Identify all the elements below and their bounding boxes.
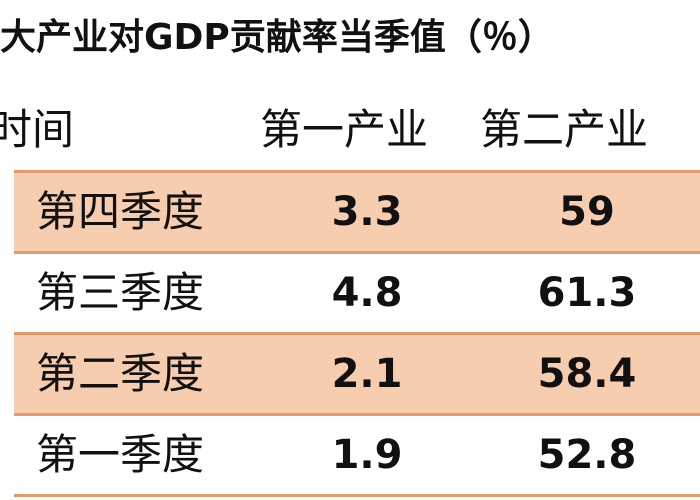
row-label: 第四季度 [36, 187, 205, 236]
cell-primary: 2.1 [331, 351, 403, 397]
cell-secondary: 58.4 [537, 351, 637, 397]
table-row: 第四季度 3.3 59 [14, 173, 700, 251]
cell-secondary: 59 [559, 189, 615, 235]
cell-primary: 4.8 [331, 270, 403, 316]
table-row: 第二季度 2.1 58.4 [14, 335, 700, 413]
row-label: 第一季度 [36, 430, 205, 479]
row-label: 第二季度 [36, 349, 205, 398]
table-row: 第一季度 1.9 52.8 [14, 416, 700, 494]
row-divider [14, 251, 700, 254]
header-time: 时间 [0, 105, 75, 154]
row-divider [14, 332, 700, 335]
row-divider [14, 170, 700, 173]
row-divider [14, 413, 700, 416]
header-secondary-industry: 第二产业 [480, 105, 649, 154]
table-row: 第三季度 4.8 61.3 [14, 254, 700, 332]
row-divider [14, 494, 700, 497]
row-label: 第三季度 [36, 268, 205, 317]
cell-primary: 1.9 [331, 432, 403, 478]
header-primary-industry: 第一产业 [260, 105, 429, 154]
table-header-row: 时间 第一产业 第二产业 [0, 90, 700, 170]
cell-secondary: 52.8 [537, 432, 637, 478]
cell-secondary: 61.3 [537, 270, 637, 316]
cell-primary: 3.3 [331, 189, 403, 235]
table-title: 三大产业对GDP贡献率当季值（％） [0, 17, 554, 58]
